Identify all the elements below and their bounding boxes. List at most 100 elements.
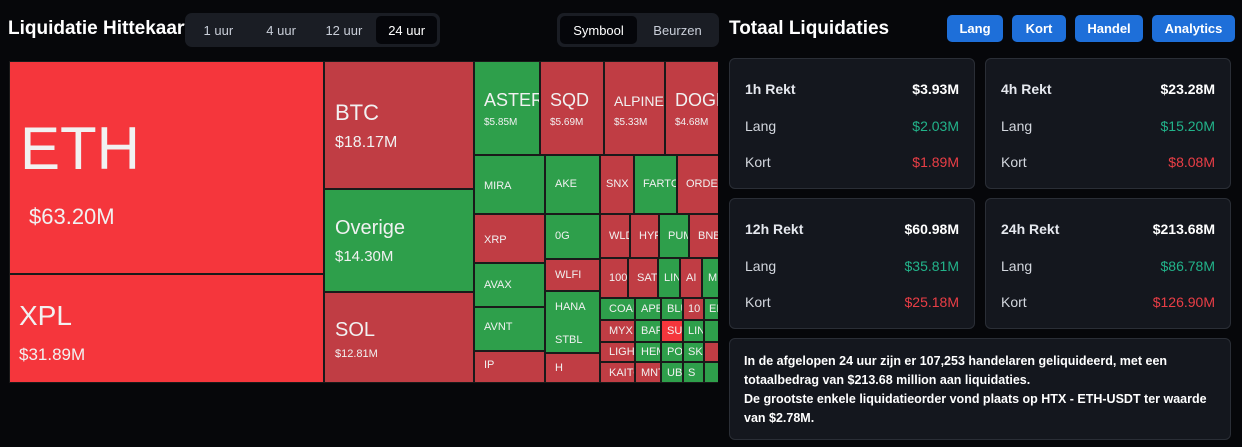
heatmap-tile-m[interactable]: M — [702, 258, 718, 298]
tile-symbol: IP — [484, 359, 495, 371]
heatmap-tile-h[interactable]: H — [545, 353, 600, 383]
short-button[interactable]: Kort — [1012, 15, 1066, 42]
tile-symbol: MIRA — [484, 180, 512, 192]
heatmap-tile-kaito[interactable]: KAITO — [600, 362, 635, 383]
tile-symbol: 0G — [555, 230, 570, 242]
heatmap-tile-ai[interactable]: AI — [680, 258, 702, 298]
long-label: Lang — [1001, 118, 1033, 134]
heatmap-tile-aster[interactable]: ASTER $5.85M — [474, 61, 540, 155]
rekt-card-12h: 12h Rekt $60.98M Lang $35.81M Kort $25.1… — [729, 198, 975, 329]
heatmap-tile-eth[interactable]: ETH $63.20M — [9, 61, 324, 274]
card-total: $23.28M — [1160, 81, 1215, 97]
heatmap-tile-snx[interactable]: SNX — [600, 155, 634, 214]
heatmap-tile-hana[interactable]: HANA STBL — [545, 291, 600, 353]
heatmap-tile-1000[interactable]: 1000 — [600, 258, 628, 298]
heatmap-tile-xpl[interactable]: XPL $31.89M — [9, 274, 324, 383]
long-value: $2.03M — [912, 118, 959, 134]
tab-exchanges[interactable]: Beurzen — [653, 22, 702, 38]
analytics-button[interactable]: Analytics — [1152, 15, 1235, 42]
heatmap-tile-sats[interactable]: SATS — [628, 258, 658, 298]
heatmap-tile-myx[interactable]: MYX — [600, 320, 635, 342]
heatmap-tile-pol[interactable]: POL — [661, 342, 683, 362]
heatmap-tile-wlfi[interactable]: WLFI — [545, 259, 600, 291]
heatmap-tile-xrp[interactable]: XRP — [474, 214, 545, 263]
heatmap-tile-ub[interactable]: UB — [661, 362, 683, 383]
tile-symbol: 1000 — [609, 272, 628, 284]
heatmap-tile-extra[interactable] — [704, 320, 718, 342]
short-label: Kort — [745, 294, 771, 310]
tile-symbol: AI — [686, 272, 697, 284]
heatmap-tile-coai[interactable]: COAI — [600, 298, 635, 320]
heatmap-tile-eigen[interactable]: EIGEN — [704, 298, 718, 320]
heatmap-tile-order[interactable]: ORDER — [677, 155, 718, 214]
heatmap-tile-ake[interactable]: AKE — [545, 155, 600, 214]
heatmap-tile-link[interactable]: LINK — [658, 258, 680, 298]
heatmap-tile-fartcoin[interactable]: FARTCOIN — [634, 155, 677, 214]
heatmap-tile-0g[interactable]: 0G — [545, 214, 600, 259]
heatmap-tile-bnb[interactable]: BNB — [689, 214, 718, 258]
heatmap-tile-hemi[interactable]: HEMI — [635, 342, 661, 362]
heatmap-tile-sky[interactable]: SKY — [683, 342, 704, 362]
heatmap-tile-doge[interactable]: DOGE $4.68M — [665, 61, 718, 155]
tile-symbol: HEMI — [641, 346, 660, 358]
tile-symbol: WLFI — [555, 269, 582, 281]
heatmap-tile-blur[interactable]: BLUR — [661, 298, 683, 320]
long-label: Lang — [745, 118, 777, 134]
long-value: $86.78M — [1160, 258, 1215, 274]
card-long-row: Lang $15.20M — [1001, 118, 1215, 134]
summary-line-largest-order: De grootste enkele liquidatieorder vond … — [744, 392, 1207, 425]
tab-1h[interactable]: 1 uur — [203, 22, 234, 38]
heatmap-tile-mnt[interactable]: MNT — [635, 362, 661, 383]
heatmap-tile-s[interactable]: S — [683, 362, 704, 383]
heatmap-tile-sqd[interactable]: SQD $5.69M — [540, 61, 604, 155]
tab-4h[interactable]: 4 uur — [266, 22, 296, 38]
long-label: Lang — [1001, 258, 1033, 274]
short-value: $1.89M — [912, 154, 959, 170]
long-button[interactable]: Lang — [947, 15, 1003, 42]
short-label: Kort — [1001, 294, 1027, 310]
heatmap-tile-pump[interactable]: PUMP — [659, 214, 689, 258]
heatmap-tile-bard[interactable]: BARD — [635, 320, 661, 342]
rekt-card-1h: 1h Rekt $3.93M Lang $2.03M Kort $1.89M — [729, 58, 975, 189]
heatmap-tile-btc[interactable]: BTC $18.17M — [324, 61, 474, 189]
heatmap-tile-light[interactable]: LIGHT — [600, 342, 635, 362]
heatmap-tile-sui[interactable]: SUI — [661, 320, 683, 342]
heatmap-tile-ape[interactable]: APE — [635, 298, 661, 320]
heatmap-tile-linea[interactable]: LINEA — [683, 320, 704, 342]
short-label: Kort — [745, 154, 771, 170]
tile-symbol: LIGHT — [609, 346, 635, 358]
heatmap-tile-mira[interactable]: MIRA — [474, 155, 545, 214]
tile-symbol: MYX — [609, 325, 633, 337]
card-total-row: 24h Rekt $213.68M — [1001, 221, 1215, 237]
tile-symbol: ETH — [20, 115, 140, 182]
time-range-selector: 1 uur 4 uur 12 uur 24 uur — [185, 13, 440, 47]
heatmap-tile-extra2[interactable] — [704, 342, 718, 362]
tab-symbol[interactable]: Symbool — [560, 16, 637, 44]
trade-button[interactable]: Handel — [1075, 15, 1143, 42]
card-total: $213.68M — [1152, 221, 1215, 237]
tab-12h[interactable]: 12 uur — [325, 22, 363, 38]
heatmap-tile-avnt[interactable]: AVNT — [474, 307, 545, 351]
heatmap-tile-extra3[interactable] — [704, 362, 718, 383]
heatmap-tile-10[interactable]: 10 — [683, 298, 704, 320]
tile-symbol: SQD — [550, 90, 590, 110]
heatmap-tile-hype[interactable]: HYPE — [630, 214, 659, 258]
tile-value: $31.89M — [19, 345, 86, 364]
card-short-row: Kort $126.90M — [1001, 294, 1215, 310]
heatmap-tile-wld[interactable]: WLD — [600, 214, 630, 258]
tile-symbol: 10 — [688, 303, 701, 315]
heatmap-tile-sol[interactable]: SOL $12.81M — [324, 292, 474, 383]
heatmap-tile-other[interactable]: Overige $14.30M — [324, 189, 474, 292]
heatmap-tile-avax[interactable]: AVAX — [474, 263, 545, 307]
tile-symbol: BLUR — [667, 303, 682, 315]
tile-symbol: ORDER — [686, 178, 718, 190]
card-short-row: Kort $8.08M — [1001, 154, 1215, 170]
short-label: Kort — [1001, 154, 1027, 170]
tile-symbol: WLD — [609, 230, 629, 242]
heatmap-tile-alpine[interactable]: ALPINE $5.33M — [604, 61, 665, 155]
tab-24h[interactable]: 24 uur — [376, 16, 437, 44]
tile-symbol: BTC — [335, 100, 379, 125]
heatmap-tile-ip[interactable]: IP — [474, 351, 545, 383]
long-value: $15.20M — [1160, 118, 1215, 134]
